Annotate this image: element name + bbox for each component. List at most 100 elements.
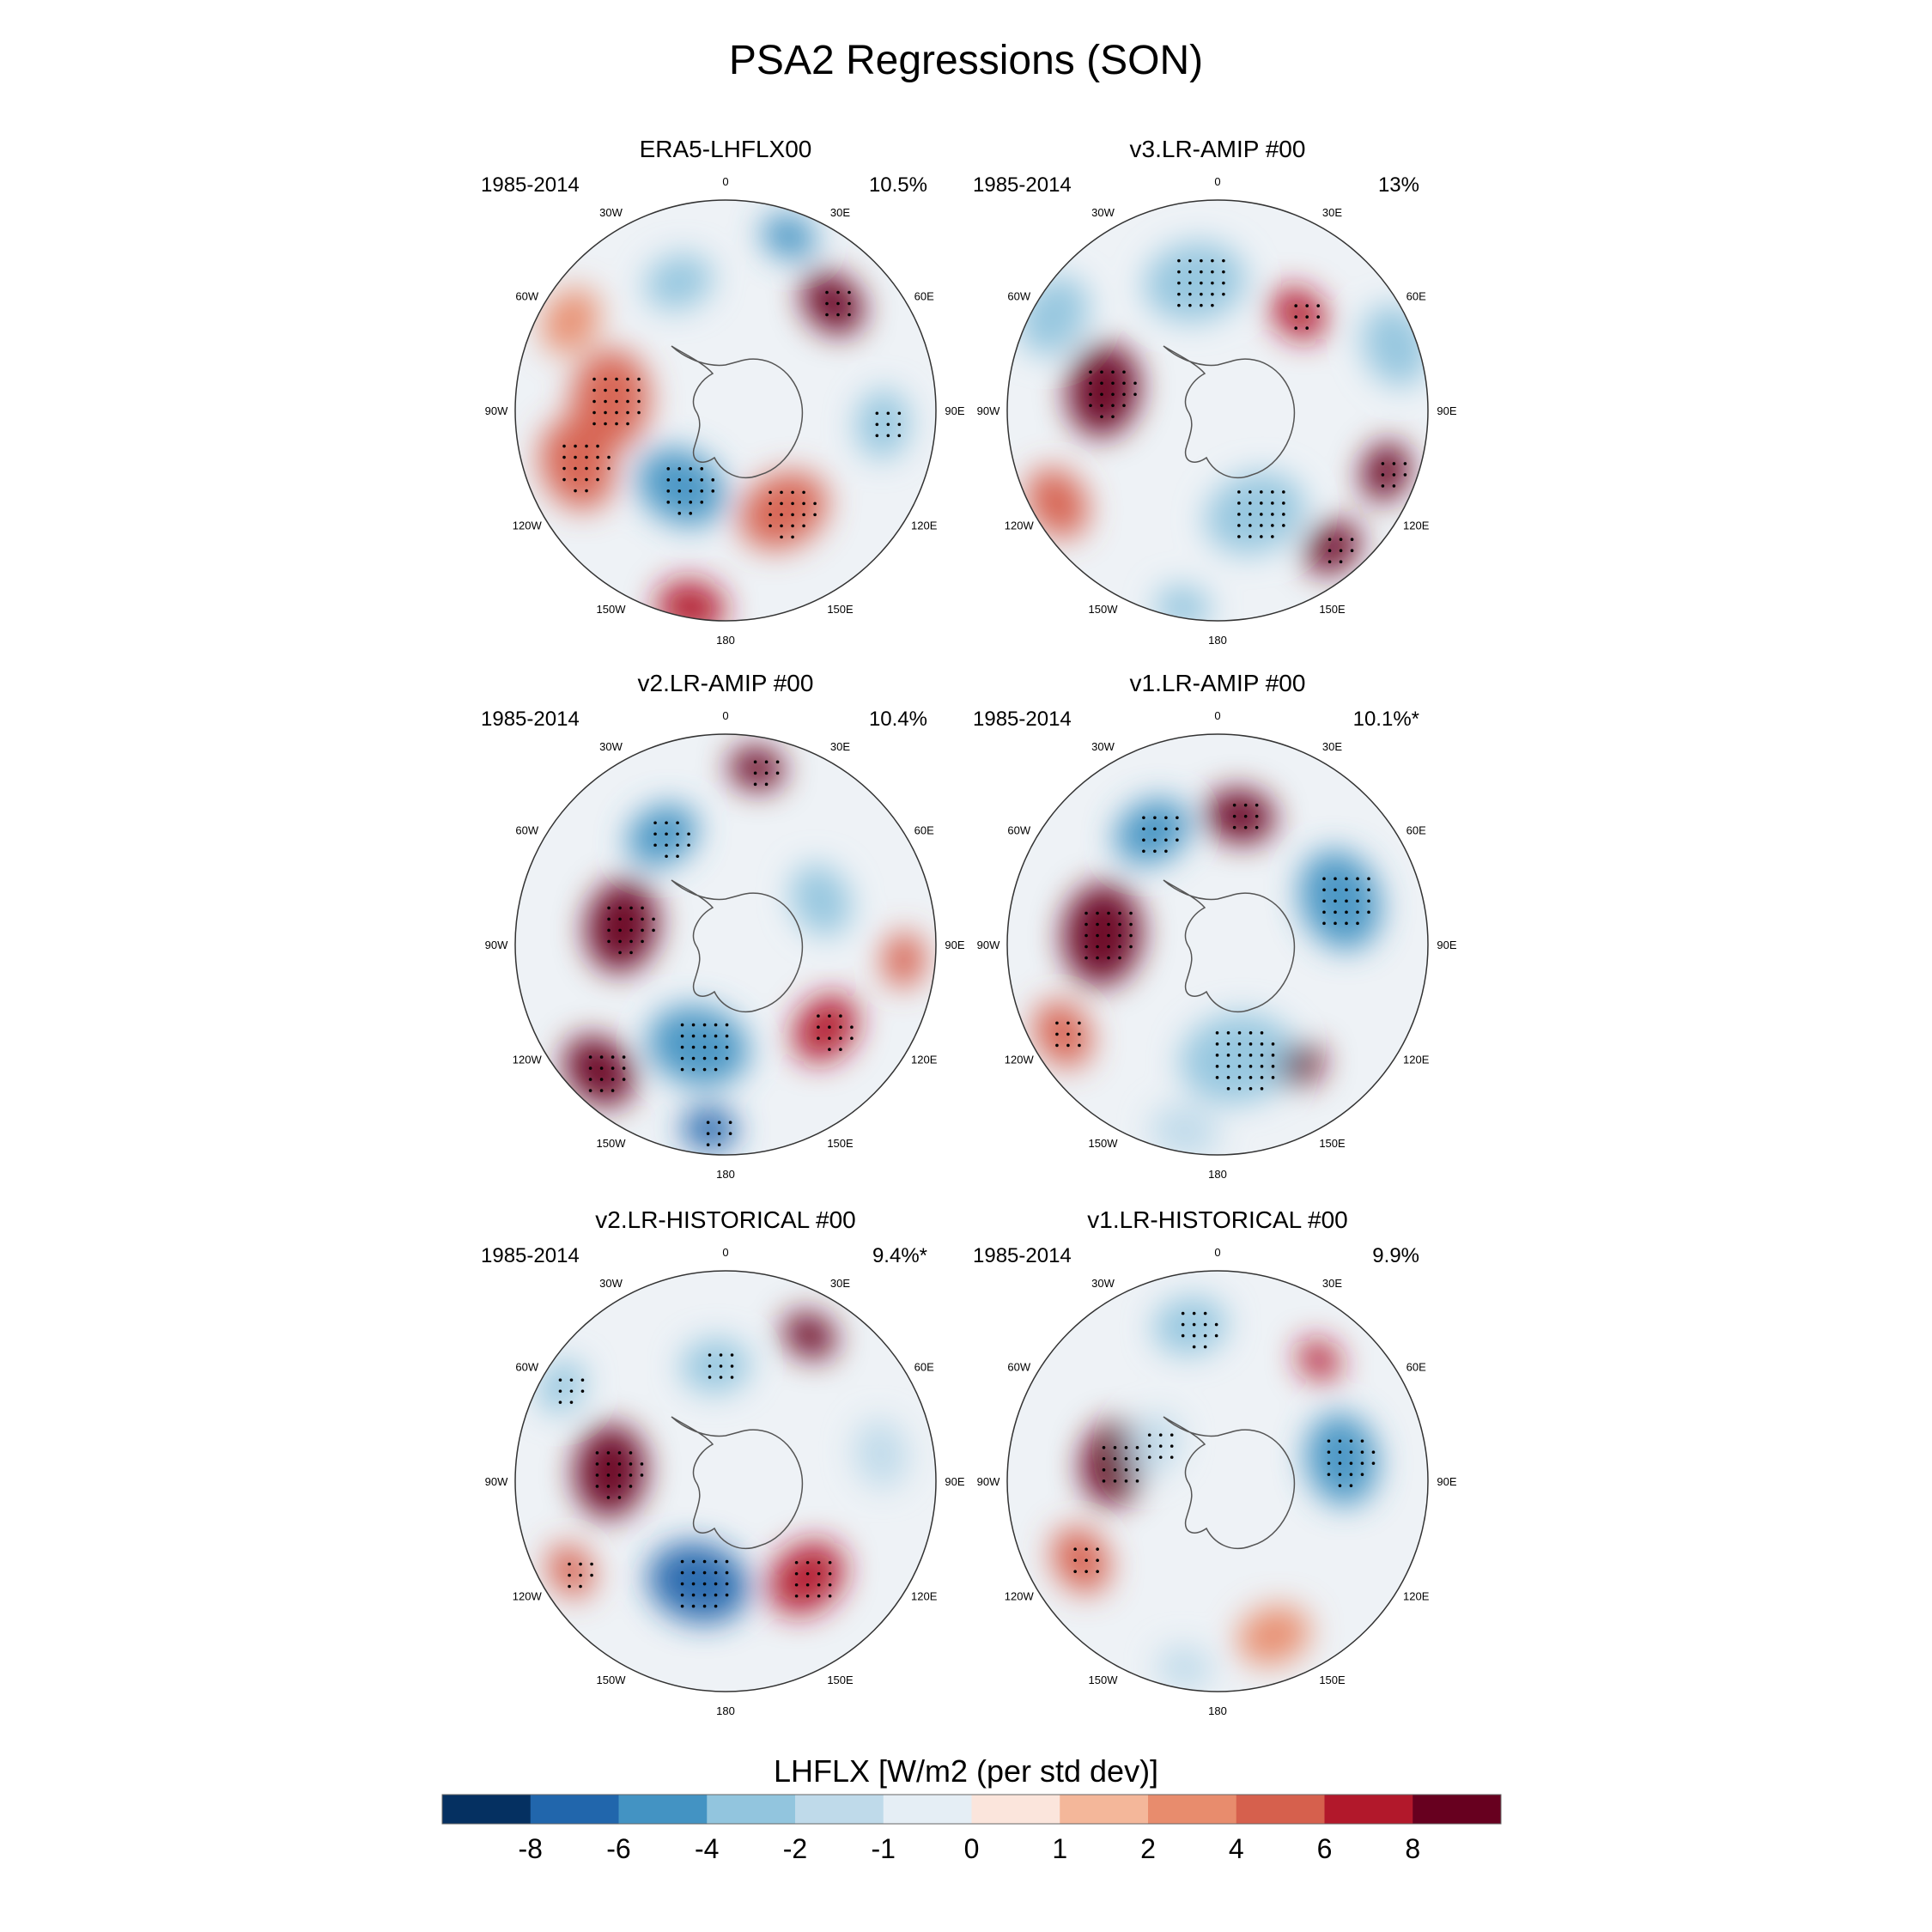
- significance-dot: [769, 490, 772, 495]
- significance-dot: [1177, 270, 1181, 274]
- significance-dot: [1164, 838, 1168, 842]
- significance-dot: [794, 1594, 799, 1598]
- significance-dot: [1322, 877, 1326, 881]
- colorbar-swatch: [530, 1795, 619, 1824]
- significance-dot: [622, 1078, 626, 1081]
- significance-dot: [558, 1400, 562, 1404]
- significance-dot: [1356, 877, 1359, 881]
- map-border: [514, 1270, 937, 1692]
- longitude-label: 0: [1214, 1246, 1220, 1259]
- longitude-label: 180: [716, 634, 735, 647]
- significance-dot: [794, 1583, 799, 1587]
- longitude-label: 0: [722, 175, 728, 188]
- significance-dot: [1392, 484, 1396, 488]
- longitude-label: 30E: [1322, 206, 1342, 219]
- significance-dot: [875, 434, 879, 438]
- longitude-label: 30W: [1091, 206, 1115, 219]
- significance-dot: [1237, 1054, 1242, 1057]
- significance-dot: [1211, 270, 1214, 274]
- significance-dot: [626, 377, 629, 381]
- longitude-label: 150W: [597, 1674, 627, 1686]
- significance-dot: [1133, 381, 1137, 386]
- significance-dot: [618, 939, 622, 944]
- colorbar-swatch: [1324, 1795, 1413, 1824]
- significance-dot: [637, 410, 641, 415]
- significance-dot: [848, 301, 851, 306]
- significance-dot: [607, 928, 611, 933]
- anomaly-region: [1299, 850, 1382, 950]
- significance-dot: [1142, 838, 1145, 842]
- map-background: [1007, 200, 1428, 621]
- significance-dot: [580, 1389, 585, 1393]
- significance-dot: [1177, 258, 1181, 263]
- significance-dot: [1345, 921, 1348, 926]
- longitude-label: 90W: [485, 1475, 508, 1488]
- significance-dot: [1222, 258, 1225, 263]
- significance-dot: [1338, 1473, 1342, 1476]
- significance-dot: [813, 513, 817, 517]
- significance-dot: [1096, 911, 1099, 915]
- significance-dot: [585, 489, 588, 493]
- significance-dot: [1055, 1043, 1059, 1048]
- anomaly-region: [1305, 1413, 1378, 1506]
- significance-dot: [764, 782, 769, 787]
- significance-dot: [700, 478, 704, 482]
- significance-dot: [604, 388, 607, 392]
- significance-dot: [802, 490, 805, 495]
- significance-dot: [791, 535, 794, 539]
- significance-dot: [1118, 933, 1121, 938]
- significance-dot: [596, 455, 599, 459]
- significance-dot: [592, 410, 596, 415]
- significance-dot: [1100, 370, 1103, 374]
- significance-dot: [725, 1045, 729, 1049]
- anomaly-region: [1206, 788, 1275, 843]
- significance-dot: [1118, 956, 1121, 960]
- colorbar-tick: -2: [783, 1833, 807, 1864]
- significance-dot: [1243, 825, 1248, 829]
- significance-dot: [1170, 1455, 1174, 1459]
- significance-dot: [640, 1473, 644, 1477]
- longitude-label: 90W: [977, 404, 1000, 417]
- anomaly-region: [1052, 1527, 1110, 1594]
- significance-dot: [1237, 535, 1241, 538]
- significance-dot: [1084, 1547, 1088, 1551]
- significance-dot: [1122, 404, 1126, 408]
- significance-dot: [1192, 1334, 1196, 1338]
- significance-dot: [1122, 381, 1126, 386]
- longitude-label: 120E: [911, 519, 938, 532]
- significance-dot: [1142, 816, 1145, 820]
- significance-dot: [1339, 549, 1343, 553]
- significance-dot: [1322, 888, 1326, 892]
- significance-dot: [725, 1023, 729, 1027]
- longitude-label: 60E: [914, 1361, 934, 1374]
- significance-dot: [1371, 1450, 1376, 1454]
- significance-dot: [1164, 849, 1168, 854]
- significance-dot: [618, 917, 622, 921]
- significance-dot: [677, 501, 682, 504]
- significance-dot: [1073, 1558, 1077, 1562]
- significance-dot: [607, 917, 611, 921]
- anomaly-region: [769, 1541, 845, 1614]
- significance-dot: [1349, 1473, 1353, 1476]
- colorbar-tick: 0: [964, 1833, 980, 1864]
- longitude-label: 30W: [599, 206, 623, 219]
- significance-dot: [1294, 304, 1297, 307]
- significance-dot: [1338, 1484, 1342, 1487]
- panel-title: v2.LR-HISTORICAL #00: [595, 1206, 855, 1233]
- significance-dot: [677, 478, 682, 482]
- significance-dot: [1107, 922, 1110, 927]
- significance-dot: [714, 1045, 718, 1049]
- anomaly-region: [1150, 1103, 1219, 1155]
- anomaly-region: [793, 994, 859, 1063]
- significance-dot: [615, 422, 618, 426]
- significance-dot: [1170, 1433, 1174, 1437]
- significance-dot: [588, 1055, 592, 1059]
- significance-dot: [691, 1067, 696, 1072]
- significance-dot: [637, 399, 641, 404]
- significance-dot: [558, 1389, 562, 1393]
- significance-dot: [1345, 888, 1348, 892]
- anomaly-region: [801, 272, 864, 335]
- significance-dot: [1237, 513, 1241, 516]
- significance-dot: [676, 832, 679, 836]
- longitude-label: 30W: [599, 740, 623, 753]
